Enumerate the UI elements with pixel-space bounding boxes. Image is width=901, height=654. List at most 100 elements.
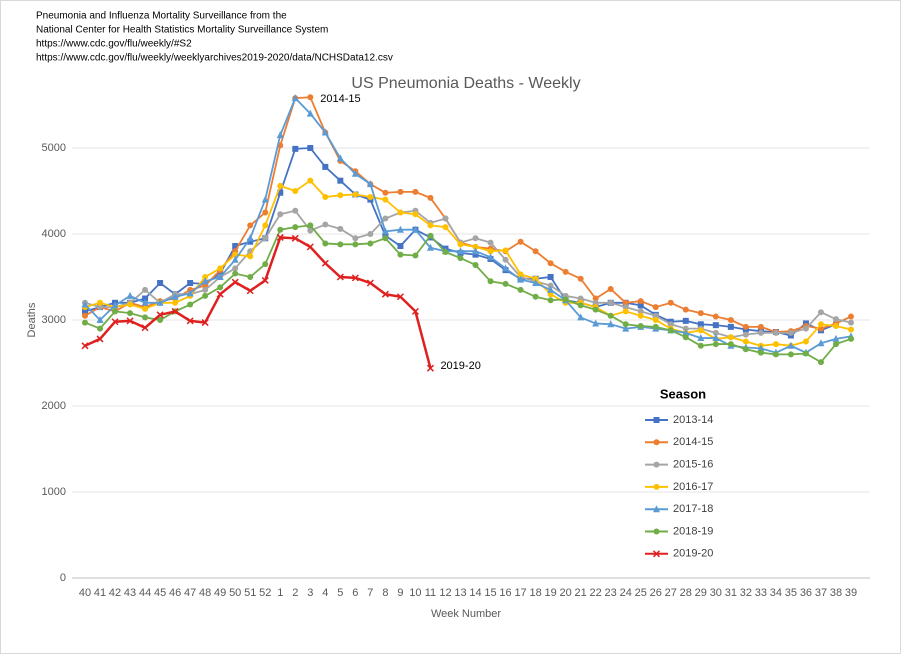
- x-tick-label: 44: [139, 587, 151, 599]
- y-tick-label: 5000: [42, 142, 66, 154]
- data-point: [97, 299, 104, 306]
- data-point: [366, 279, 374, 287]
- x-tick-label: 49: [214, 587, 226, 599]
- data-point: [652, 323, 659, 330]
- x-tick-label: 3: [307, 587, 313, 599]
- data-point: [727, 323, 734, 330]
- data-point: [697, 342, 704, 349]
- data-point: [772, 351, 779, 358]
- series-line: [84, 96, 852, 354]
- data-point: [81, 342, 89, 350]
- data-point: [157, 317, 164, 323]
- legend-label: 2014-15: [673, 436, 713, 448]
- data-point: [637, 312, 644, 319]
- data-point: [426, 243, 434, 251]
- data-point: [607, 299, 614, 306]
- data-point: [247, 222, 254, 229]
- data-point: [307, 145, 314, 151]
- x-tick-label: 23: [605, 587, 617, 599]
- legend-marker: [653, 439, 660, 446]
- data-point: [592, 319, 600, 327]
- data-point: [306, 243, 314, 251]
- data-point: [247, 274, 254, 280]
- data-point: [622, 308, 629, 315]
- x-tick-label: 18: [529, 587, 541, 599]
- data-point: [322, 163, 329, 170]
- data-point: [547, 282, 554, 289]
- y-axis-label: Deaths: [26, 302, 38, 337]
- data-point: [727, 317, 734, 323]
- data-point: [156, 311, 164, 319]
- data-point: [111, 301, 119, 309]
- data-point: [817, 321, 824, 328]
- data-point: [547, 260, 554, 267]
- x-tick-label: 20: [560, 587, 572, 599]
- data-point: [367, 231, 374, 237]
- data-point: [502, 256, 509, 263]
- data-point: [502, 264, 510, 272]
- data-point: [261, 195, 269, 203]
- data-point: [126, 291, 134, 299]
- data-point: [472, 243, 479, 250]
- data-point: [262, 209, 269, 216]
- x-tick-label: 13: [454, 587, 466, 599]
- x-tick-label: 51: [244, 587, 256, 599]
- data-point: [427, 194, 434, 201]
- x-tick-label: 43: [124, 587, 136, 599]
- data-point: [367, 194, 374, 201]
- x-tick-label: 35: [785, 587, 797, 599]
- x-tick-label: 37: [815, 587, 827, 599]
- data-point: [848, 335, 854, 342]
- data-point: [97, 325, 104, 332]
- data-point: [637, 298, 644, 305]
- x-tick-label: 30: [710, 587, 722, 599]
- x-tick-label: 7: [367, 587, 373, 599]
- data-point: [652, 317, 659, 323]
- legend-label: 2019-20: [673, 548, 713, 560]
- x-tick-label: 27: [665, 587, 677, 599]
- data-point: [562, 296, 569, 303]
- data-point: [832, 334, 840, 342]
- data-point: [757, 349, 764, 356]
- data-point: [246, 287, 254, 295]
- data-point: [412, 188, 419, 195]
- data-point: [547, 285, 555, 293]
- data-point: [427, 232, 434, 239]
- x-tick-label: 4: [322, 587, 328, 599]
- data-point: [802, 325, 809, 332]
- data-point: [232, 270, 239, 277]
- legend-label: 2018-19: [673, 525, 713, 537]
- data-point: [411, 307, 419, 315]
- legend-marker: [653, 417, 660, 423]
- x-tick-label: 5: [337, 587, 343, 599]
- legend-label: 2015-16: [673, 459, 713, 471]
- data-point: [202, 286, 209, 293]
- data-point: [577, 275, 584, 282]
- x-tick-label: 6: [352, 587, 358, 599]
- data-point: [322, 194, 329, 201]
- data-point: [817, 309, 824, 316]
- data-point: [382, 189, 389, 196]
- data-point: [517, 271, 524, 278]
- data-point: [412, 252, 419, 259]
- data-point: [457, 255, 464, 262]
- x-tick-label: 14: [469, 587, 481, 599]
- data-point: [757, 344, 765, 352]
- data-point: [517, 275, 525, 283]
- y-tick-label: 4000: [42, 228, 66, 240]
- x-tick-label: 8: [382, 587, 388, 599]
- data-point: [472, 251, 479, 258]
- data-point: [232, 243, 239, 250]
- x-tick-label: 2: [292, 587, 298, 599]
- x-tick-label: 39: [845, 587, 857, 599]
- data-point: [277, 189, 284, 196]
- data-point: [742, 346, 749, 353]
- data-point: [637, 323, 644, 330]
- legend-marker: [653, 528, 660, 535]
- data-point: [262, 222, 269, 229]
- x-tick-label: 50: [229, 587, 241, 599]
- data-point: [607, 286, 614, 293]
- data-point: [442, 215, 449, 222]
- data-point: [532, 248, 539, 255]
- data-point: [201, 277, 209, 285]
